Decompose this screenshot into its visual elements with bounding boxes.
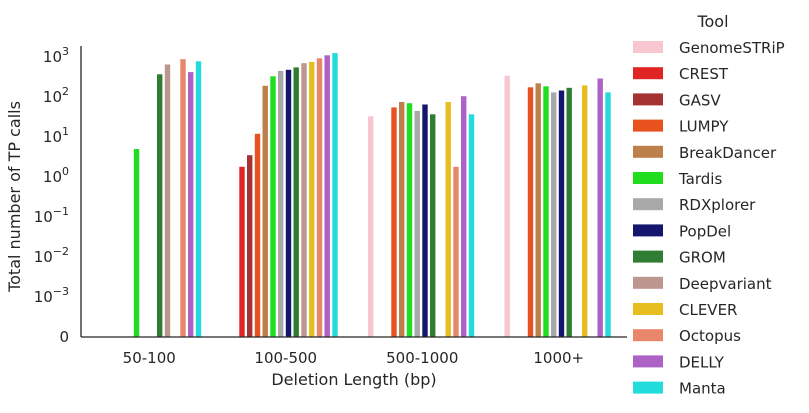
legend-label: Octopus xyxy=(679,327,741,345)
bar-delly-100-500 xyxy=(324,55,330,338)
bar-octopus-100-500 xyxy=(316,58,323,338)
legend-label: Manta xyxy=(679,380,726,398)
y-tick-label: 101 xyxy=(43,125,69,146)
y-tick-label: 10−2 xyxy=(34,245,69,266)
legend-swatch xyxy=(633,224,663,237)
legend-label: LUMPY xyxy=(679,118,729,136)
legend-swatch xyxy=(633,67,663,80)
bar-manta-100-500 xyxy=(332,53,338,337)
bar-delly-50-100 xyxy=(188,72,194,337)
bar-manta-1000+ xyxy=(605,92,611,338)
bar-lumpy-1000+ xyxy=(527,87,534,337)
legend-label: BreakDancer xyxy=(679,144,777,162)
legend: GenomeSTRiP CREST GASV LUMPY BreakDancer Tard… xyxy=(633,39,785,398)
legend-label: RDXplorer xyxy=(679,196,756,214)
bar-clever-500-1000 xyxy=(445,102,451,337)
legend-swatch xyxy=(633,172,663,184)
legend-swatch xyxy=(633,276,663,289)
bar-popdel-500-1000 xyxy=(422,104,428,337)
legend-label: Deepvariant xyxy=(679,275,772,293)
bar-deepvariant-50-100 xyxy=(164,64,171,337)
y-tick-label: 0 xyxy=(59,328,69,346)
legend-swatch xyxy=(633,119,663,132)
legend-swatch xyxy=(633,198,663,211)
bar-tardis-50-100 xyxy=(133,149,140,337)
bar-lumpy-100-500 xyxy=(254,133,261,337)
y-tick-label: 100 xyxy=(43,165,69,186)
bar-rdxplorer-1000+ xyxy=(551,92,557,338)
y-tick-label: 10−3 xyxy=(34,285,69,306)
bar-gasv-100-500 xyxy=(247,155,253,337)
bar-breakdancer-1000+ xyxy=(535,83,541,337)
bar-delly-500-1000 xyxy=(461,96,467,337)
y-tick-label: 102 xyxy=(43,85,69,106)
legend-label: DELLY xyxy=(679,353,725,371)
bar-crest-100-500 xyxy=(239,166,245,337)
bar-breakdancer-500-1000 xyxy=(399,102,405,337)
legend-label: CREST xyxy=(679,65,729,83)
bar-grom-1000+ xyxy=(566,87,572,337)
bar-grom-100-500 xyxy=(293,67,299,338)
legend-swatch xyxy=(633,355,663,368)
bar-octopus-500-1000 xyxy=(453,166,459,337)
legend-label: PopDel xyxy=(679,222,731,240)
legend-label: GenomeSTRiP xyxy=(679,39,785,57)
legend-label: GROM xyxy=(679,249,726,267)
bar-popdel-1000+ xyxy=(558,90,565,337)
x-tick-label: 100-500 xyxy=(254,349,317,367)
bar-genomestrip-1000+ xyxy=(504,75,510,337)
bar-manta-50-100 xyxy=(195,61,202,338)
legend-swatch xyxy=(633,93,663,106)
bar-genomestrip-500-1000 xyxy=(368,116,374,337)
bar-deepvariant-100-500 xyxy=(301,63,307,337)
legend-title: Tool xyxy=(696,12,728,31)
legend-swatch xyxy=(633,303,663,315)
legend-swatch xyxy=(633,41,663,53)
x-ticks-group: 50-100 100-500 500-1000 1000+ xyxy=(123,349,584,367)
bar-breakdancer-100-500 xyxy=(262,85,268,337)
bar-tardis-100-500 xyxy=(270,76,276,338)
bar-rdxplorer-500-1000 xyxy=(414,110,420,338)
legend-label: CLEVER xyxy=(679,301,737,319)
x-tick-label: 500-1000 xyxy=(386,349,458,367)
bar-grom-500-1000 xyxy=(430,114,436,337)
legend-swatch xyxy=(633,145,663,158)
bar-octopus-50-100 xyxy=(180,59,186,337)
legend-label: GASV xyxy=(679,91,721,109)
x-tick-label: 1000+ xyxy=(533,349,584,367)
bar-tardis-1000+ xyxy=(543,86,549,337)
y-tick-label: 103 xyxy=(43,45,69,66)
bar-tardis-500-1000 xyxy=(406,103,413,337)
bar-popdel-100-500 xyxy=(285,69,292,338)
legend-swatch xyxy=(633,329,663,342)
y-axis-label: Total number of TP calls xyxy=(5,101,24,293)
y-tick-label: 10−1 xyxy=(34,205,69,226)
x-axis-label: Deletion Length (bp) xyxy=(271,370,436,389)
bar-manta-500-1000 xyxy=(468,114,475,337)
bar-grom-50-100 xyxy=(157,74,163,338)
x-tick-label: 50-100 xyxy=(123,349,176,367)
bar-clever-100-500 xyxy=(309,62,315,337)
bar-clever-1000+ xyxy=(582,85,588,338)
bar-delly-1000+ xyxy=(597,78,603,337)
legend-label: Tardis xyxy=(678,170,722,188)
legend-swatch xyxy=(633,381,663,394)
bar-lumpy-500-1000 xyxy=(391,107,397,338)
legend-swatch xyxy=(633,250,663,263)
bar-rdxplorer-100-500 xyxy=(278,70,284,338)
y-ticks-group: 0 10−3 10−2 10−1 100 101 102 103 xyxy=(34,45,69,346)
bars-group xyxy=(133,53,611,338)
